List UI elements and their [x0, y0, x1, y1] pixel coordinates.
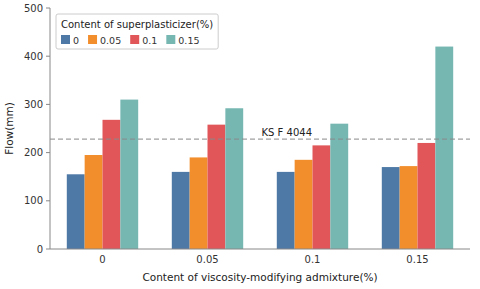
reference-label: KS F 4044 — [262, 127, 312, 138]
legend-frame — [56, 14, 218, 49]
bar — [120, 100, 138, 249]
x-axis-label: Content of viscosity-modifying admixture… — [142, 271, 377, 283]
bar — [382, 167, 400, 249]
bar — [418, 143, 436, 249]
plot — [50, 47, 470, 249]
x-tick-label: 0.05 — [196, 254, 218, 265]
bar — [67, 174, 85, 249]
legend-label: 0.05 — [100, 35, 121, 46]
bar — [400, 166, 418, 249]
bar — [313, 145, 331, 249]
bar — [85, 155, 103, 249]
reference-line — [50, 139, 470, 140]
x-tick-label: 0.15 — [406, 254, 428, 265]
legend-swatch — [88, 35, 97, 44]
y-tick — [46, 200, 50, 201]
y-tick-label: 400 — [24, 51, 43, 62]
legend-swatch — [61, 35, 70, 44]
x-tick-label: 0 — [99, 254, 105, 265]
bars — [67, 47, 453, 249]
legend: Content of superplasticizer(%) 0 0.05 0.1 0.… — [56, 14, 218, 49]
y-tick-label: 0 — [37, 244, 43, 255]
y-tick — [46, 8, 50, 9]
bar — [208, 125, 226, 249]
legend-swatch — [166, 35, 175, 44]
y-axis-label: Flow(mm) — [3, 102, 15, 155]
legend-label: 0.15 — [178, 35, 199, 46]
x-tick-label: 0.1 — [305, 254, 321, 265]
y-tick — [46, 152, 50, 153]
y-tick — [46, 249, 50, 250]
x-axis — [50, 249, 470, 250]
y-tick-label: 500 — [24, 3, 43, 14]
y-tick-label: 300 — [24, 99, 43, 110]
bar — [172, 172, 190, 249]
chart: KS F 4044010020030040050000.050.10.15Con… — [0, 0, 480, 289]
bar — [225, 108, 243, 249]
bar — [190, 157, 208, 249]
y-tick — [46, 104, 50, 105]
bar — [277, 172, 295, 249]
y-tick — [46, 56, 50, 57]
y-tick-label: 100 — [24, 195, 43, 206]
bar — [330, 124, 348, 249]
legend-label: 0.1 — [142, 35, 157, 46]
legend-title: Content of superplasticizer(%) — [61, 19, 213, 30]
y-tick-label: 200 — [24, 147, 43, 158]
bar — [435, 47, 453, 249]
y-axis — [50, 8, 51, 249]
bar — [295, 160, 313, 249]
legend-label: 0 — [73, 35, 79, 46]
legend-swatch — [130, 35, 139, 44]
